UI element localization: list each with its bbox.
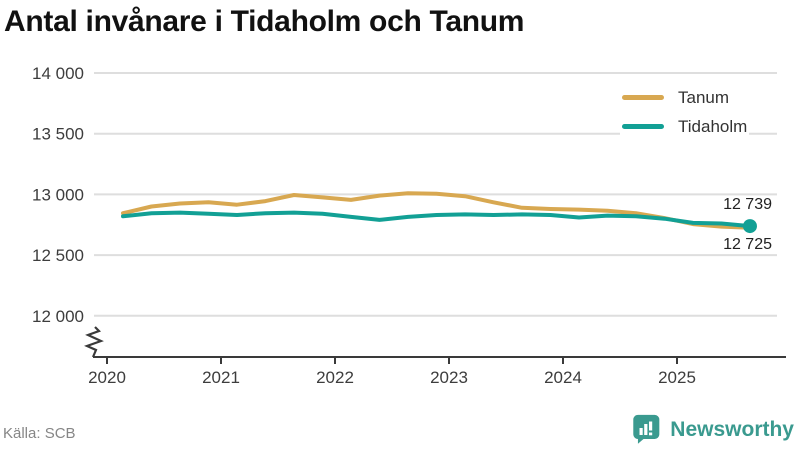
source-note: Källa: SCB	[3, 425, 76, 442]
newsworthy-branding: Newsworthy	[632, 413, 794, 446]
y-axis-tick-label: 13 500	[32, 125, 84, 144]
y-axis-tick-label: 13 000	[32, 185, 84, 204]
legend-label: Tidaholm	[678, 116, 748, 136]
series-end-dot-tidaholm	[742, 219, 757, 234]
series-line-tidaholm	[121, 210, 752, 229]
y-axis-tick-label: 12 500	[32, 246, 84, 265]
end-value-label-tanum: 12 725	[723, 236, 772, 253]
legend-label: Tanum	[678, 87, 730, 107]
y-axis-break-icon	[84, 326, 104, 358]
bar-chart-speech-bubble-icon	[633, 414, 660, 444]
tanum-line-swatch-icon	[622, 95, 664, 100]
end-value-label-tidaholm: 12 739	[723, 196, 772, 213]
x-axis-tick-label: 2024	[544, 368, 582, 387]
legend-item-tanum: Tanum	[622, 83, 747, 112]
x-axis-tick-label: 2021	[202, 368, 240, 387]
legend-item-tidaholm: Tidaholm	[622, 112, 747, 141]
series-line-tanum	[121, 191, 752, 230]
chart-title: Antal invånare i Tidaholm och Tanum	[4, 5, 525, 38]
y-axis-tick-label: 12 000	[32, 307, 84, 326]
x-axis-tick-label: 2020	[88, 368, 126, 387]
x-axis-tick-label: 2025	[658, 368, 696, 387]
newsworthy-wordmark: Newsworthy	[670, 417, 794, 441]
x-axis-tick-label: 2023	[430, 368, 468, 387]
x-axis-tick-label: 2022	[316, 368, 354, 387]
chart-legend: Tanum Tidaholm	[620, 83, 750, 141]
tidaholm-line-swatch-icon	[622, 124, 664, 129]
y-axis-tick-label: 14 000	[32, 64, 84, 83]
